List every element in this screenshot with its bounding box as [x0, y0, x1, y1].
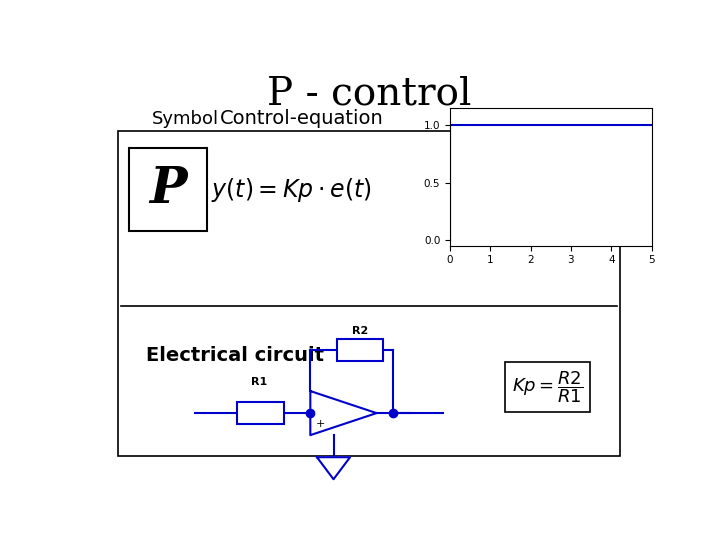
FancyBboxPatch shape [118, 131, 620, 456]
Text: Symbol: Symbol [151, 110, 218, 128]
Text: R2: R2 [352, 326, 368, 336]
Text: Electrical circuit: Electrical circuit [145, 346, 324, 366]
Text: +: + [315, 419, 325, 429]
Bar [337, 339, 383, 361]
Text: P - control: P - control [267, 76, 471, 112]
Text: $Kp = \dfrac{R2}{R1}$: $Kp = \dfrac{R2}{R1}$ [512, 369, 583, 405]
Polygon shape [317, 457, 350, 480]
Bar [238, 402, 284, 424]
Text: Control-equation: Control-equation [220, 110, 384, 129]
FancyBboxPatch shape [129, 148, 207, 231]
Text: Step-response: Step-response [467, 110, 606, 129]
Text: R1: R1 [251, 376, 267, 387]
Text: P: P [149, 165, 187, 214]
Text: $y(t) = Kp \cdot e(t)$: $y(t) = Kp \cdot e(t)$ [210, 176, 372, 204]
